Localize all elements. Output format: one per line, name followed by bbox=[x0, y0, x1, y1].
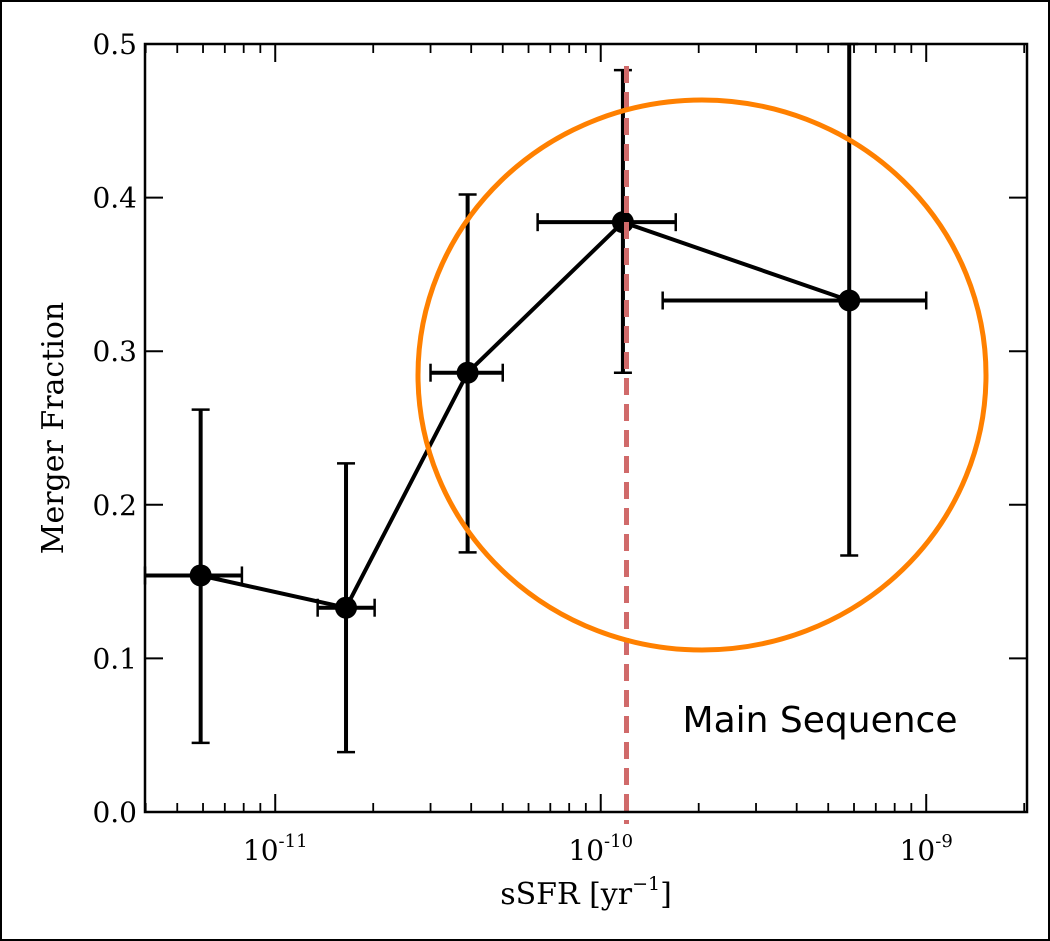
data-point bbox=[335, 596, 358, 619]
y-tick-label: 0.0 bbox=[92, 796, 137, 829]
main-sequence-highlight-circle bbox=[415, 97, 989, 653]
x-tick-label: 10-9 bbox=[900, 831, 953, 867]
y-tick-label: 0.4 bbox=[92, 182, 137, 215]
y-tick-label: 0.2 bbox=[92, 489, 137, 522]
y-tick-label: 0.1 bbox=[92, 642, 137, 675]
x-tick-label: 10-11 bbox=[243, 831, 308, 867]
y-tick-labels: 0.0 0.1 0.2 0.3 0.4 0.5 bbox=[92, 28, 137, 829]
data-point bbox=[838, 289, 861, 312]
major-ticks bbox=[145, 43, 1027, 813]
x-tick-label: 10-10 bbox=[568, 831, 633, 867]
series-line bbox=[200, 219, 850, 610]
y-tick-label: 0.3 bbox=[92, 335, 137, 368]
data-point bbox=[456, 361, 479, 384]
y-tick-label: 0.5 bbox=[92, 28, 137, 61]
x-axis-label: sSFR [yr−1] bbox=[500, 873, 672, 912]
data-point bbox=[189, 564, 212, 587]
plot-area bbox=[143, 42, 1029, 814]
minor-ticks bbox=[144, 44, 1026, 812]
x-tick-labels: 10-11 10-10 10-9 bbox=[243, 831, 953, 867]
data-point bbox=[611, 211, 634, 234]
y-axis-label: Merger Fraction bbox=[36, 302, 71, 555]
data-markers bbox=[189, 211, 861, 619]
main-sequence-label: Main Sequence bbox=[683, 700, 958, 741]
